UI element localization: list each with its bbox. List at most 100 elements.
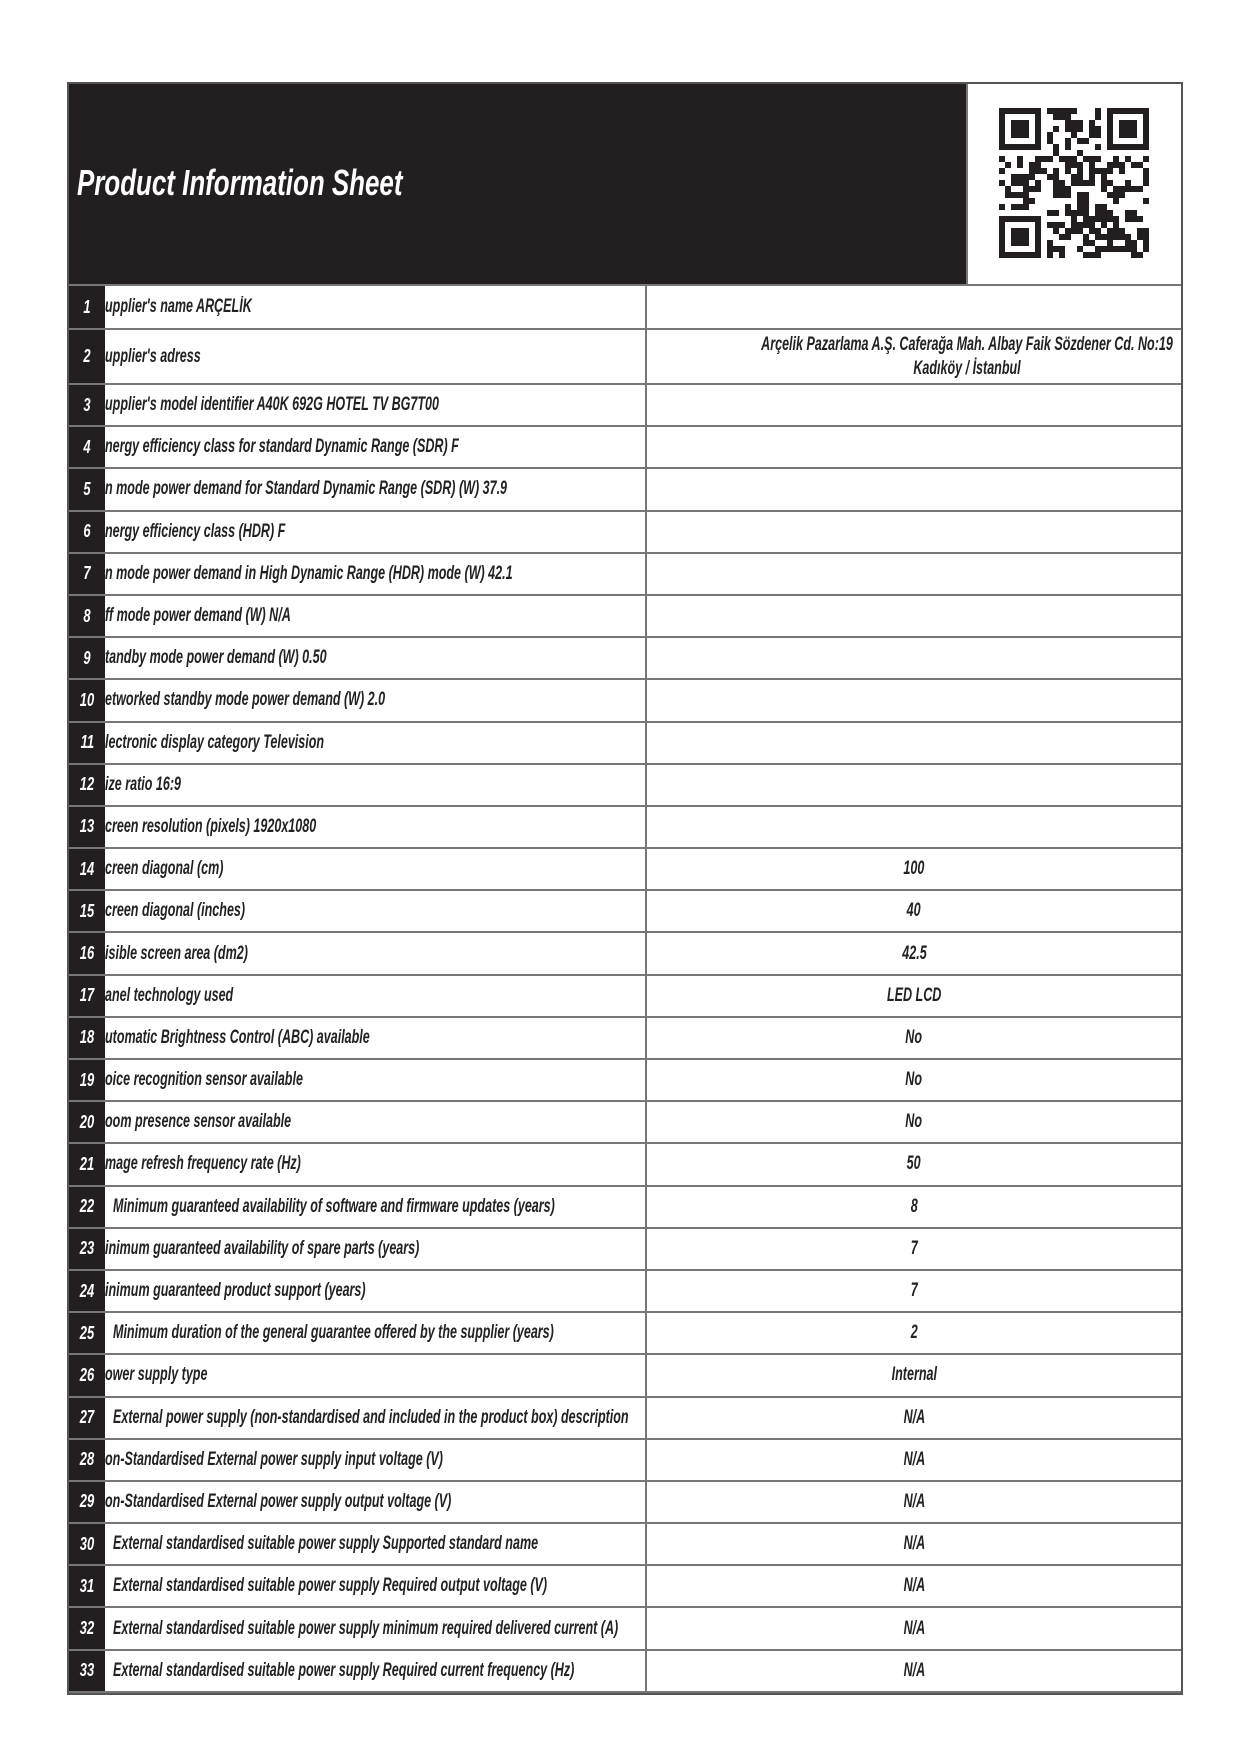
qr-module (1053, 174, 1059, 180)
row-label: etworked standby mode power demand (W) 2… (105, 680, 647, 721)
qr-module (1071, 210, 1077, 216)
qr-module (1083, 180, 1089, 186)
qr-module (1077, 138, 1083, 144)
table-row: 6 nergy efficiency class (HDR) F (69, 511, 1181, 554)
qr-module (1011, 174, 1017, 180)
qr-module (1059, 252, 1065, 258)
qr-module (1053, 126, 1059, 132)
row-value: 40 (647, 891, 1181, 931)
row-label: n mode power demand in High Dynamic Rang… (105, 553, 647, 594)
row-number: 6 (69, 511, 105, 552)
row-label-text: oice recognition sensor available (105, 1069, 303, 1091)
qr-module (1089, 168, 1095, 174)
qr-module (1083, 204, 1089, 210)
row-label-text: isible screen area (dm2) (105, 942, 248, 964)
row-number: 17 (69, 975, 105, 1016)
qr-module (1083, 198, 1089, 204)
row-number-text: 5 (83, 478, 91, 499)
row-number: 12 (69, 764, 105, 805)
row-label: lectronic display category Television (105, 722, 647, 763)
qr-module (1119, 186, 1125, 192)
row-value-text: Arçelik Pazarlama A.Ş. Caferağa Mah. Alb… (761, 333, 1173, 379)
qr-module (1089, 174, 1095, 180)
qr-module (1143, 246, 1149, 252)
row-label-text: inimum guaranteed availability of spare … (105, 1237, 420, 1259)
row-label-text: n mode power demand for Standard Dynamic… (105, 478, 508, 500)
qr-module (1023, 174, 1029, 180)
qr-module (1035, 162, 1041, 168)
qr-module (1089, 132, 1095, 138)
qr-module (1047, 252, 1053, 258)
row-number-text: 29 (79, 1491, 95, 1512)
row-label: ff mode power demand (W) N/A (105, 595, 647, 637)
row-value (647, 807, 1181, 847)
row-number: 22 (69, 1186, 105, 1227)
row-label: upplier's model identifier A40K 692G HOT… (105, 385, 647, 426)
qr-module (1143, 234, 1149, 240)
qr-module (1077, 210, 1083, 216)
qr-module (1017, 174, 1023, 180)
table-row: 9 tandby mode power demand (W) 0.50 (69, 638, 1181, 681)
qr-module (1095, 252, 1101, 258)
row-label-text: n mode power demand in High Dynamic Rang… (105, 562, 513, 584)
qr-module (1071, 162, 1077, 168)
row-value-text: N/A (903, 1406, 925, 1428)
qr-module (1095, 108, 1101, 114)
qr-module (1053, 108, 1059, 114)
table-row: 7 n mode power demand in High Dynamic Ra… (69, 553, 1181, 596)
qr-module (1101, 222, 1107, 228)
qr-module (1023, 192, 1029, 198)
row-label: nergy efficiency class for standard Dyna… (105, 427, 647, 468)
qr-module (1113, 186, 1119, 192)
row-number: 31 (69, 1566, 105, 1607)
row-number-text: 28 (79, 1449, 95, 1470)
row-label: ower supply type (105, 1355, 647, 1396)
qr-module (1017, 156, 1023, 162)
table-row: 25 Minimum duration of the general guara… (69, 1313, 1181, 1356)
row-number: 25 (69, 1313, 105, 1354)
row-number-text: 13 (79, 816, 95, 837)
qr-module (1107, 234, 1113, 240)
qr-module (1113, 156, 1119, 162)
qr-module (1077, 126, 1083, 132)
qr-module (1065, 228, 1071, 234)
qr-module (1053, 114, 1059, 120)
qr-module (1053, 222, 1059, 228)
qr-module (1107, 246, 1113, 252)
row-label-text: External standardised suitable power sup… (113, 1617, 619, 1639)
qr-module (1107, 228, 1113, 234)
qr-module (1101, 204, 1107, 210)
row-value (647, 554, 1181, 594)
row-label: utomatic Brightness Control (ABC) availa… (105, 1017, 647, 1058)
qr-module (1077, 198, 1083, 204)
qr-module (1101, 210, 1107, 216)
qr-module (999, 204, 1005, 210)
row-label-text: External standardised suitable power sup… (113, 1575, 548, 1597)
row-value-text: 50 (907, 1153, 921, 1175)
qr-module (1023, 180, 1029, 186)
row-value: LED LCD (647, 976, 1181, 1016)
qr-module (1053, 168, 1059, 174)
row-value (647, 286, 1181, 328)
row-value-text: No (905, 1111, 923, 1133)
qr-module (1125, 210, 1131, 216)
qr-module (1131, 210, 1137, 216)
qr-module (1101, 180, 1107, 186)
row-value: Internal (647, 1355, 1181, 1395)
qr-module (1095, 228, 1101, 234)
row-value-text: 42.5 (901, 942, 927, 964)
qr-module (1131, 246, 1137, 252)
row-number: 13 (69, 806, 105, 848)
table-row: 14 creen diagonal (cm) 100 (69, 849, 1181, 892)
qr-module (1035, 186, 1041, 192)
row-number: 19 (69, 1060, 105, 1101)
row-value-text: No (905, 1026, 923, 1048)
qr-module (1017, 204, 1023, 210)
row-label-text: nergy efficiency class (HDR) F (105, 520, 286, 542)
qr-module (1059, 246, 1065, 252)
qr-module (1071, 120, 1077, 126)
qr-module (1077, 222, 1083, 228)
row-label-text: Minimum duration of the general guarante… (113, 1322, 554, 1344)
row-number: 28 (69, 1439, 105, 1480)
row-number: 4 (69, 427, 105, 468)
